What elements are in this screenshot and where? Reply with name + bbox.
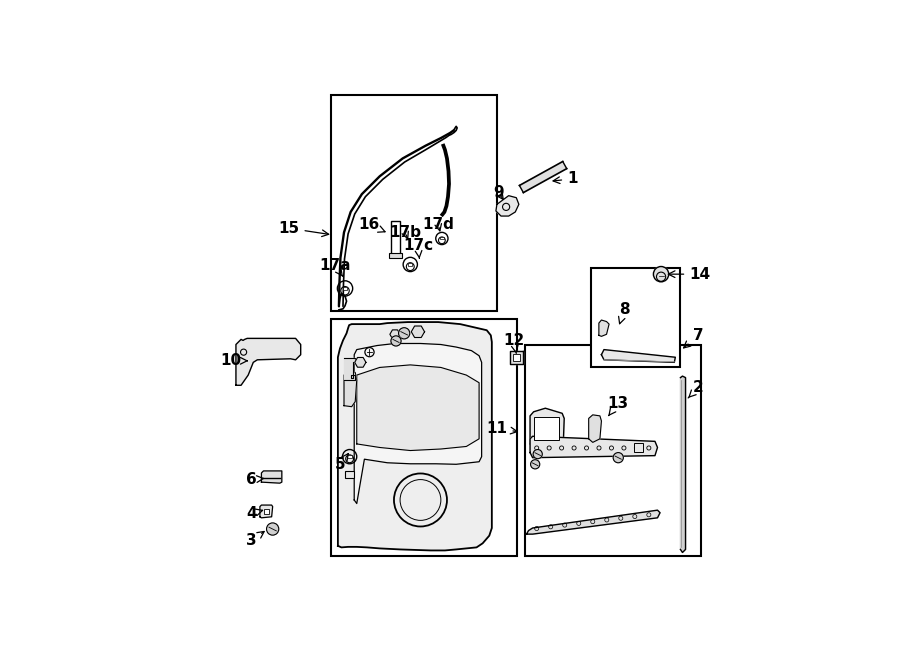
Bar (534, 418, 559, 440)
Polygon shape (390, 330, 400, 339)
Polygon shape (530, 436, 658, 457)
Polygon shape (680, 376, 686, 553)
Text: 2: 2 (688, 381, 704, 398)
Polygon shape (356, 365, 479, 451)
Circle shape (266, 523, 279, 535)
Text: 5: 5 (335, 453, 348, 472)
Bar (513, 354, 520, 361)
Polygon shape (601, 350, 675, 362)
Circle shape (531, 459, 540, 469)
Polygon shape (355, 344, 482, 504)
Bar (345, 471, 355, 478)
Text: 8: 8 (618, 303, 630, 324)
Text: 6: 6 (246, 472, 264, 487)
Bar (343, 287, 347, 289)
Polygon shape (589, 415, 601, 442)
Circle shape (399, 328, 410, 339)
Bar (634, 444, 643, 451)
Polygon shape (261, 471, 282, 483)
Bar (389, 253, 402, 258)
Text: 7: 7 (684, 328, 704, 348)
Circle shape (653, 267, 669, 282)
Text: 17b: 17b (389, 225, 421, 240)
Bar (591, 268, 680, 367)
Text: 11: 11 (486, 421, 518, 436)
Text: 15: 15 (278, 221, 328, 236)
Text: 17d: 17d (422, 217, 454, 232)
Text: 12: 12 (503, 333, 525, 354)
Circle shape (613, 453, 624, 463)
Bar (331, 95, 497, 311)
Polygon shape (530, 408, 564, 451)
Bar (525, 344, 701, 556)
Text: 1: 1 (554, 171, 578, 186)
Polygon shape (236, 338, 301, 385)
Polygon shape (344, 370, 356, 406)
Text: 4: 4 (246, 506, 263, 521)
Text: 9: 9 (493, 185, 504, 200)
Bar (391, 220, 401, 256)
Circle shape (533, 449, 543, 459)
Text: 3: 3 (246, 532, 265, 548)
Text: 10: 10 (220, 354, 248, 368)
Polygon shape (509, 351, 523, 363)
Polygon shape (344, 358, 356, 380)
Text: 13: 13 (608, 396, 629, 416)
Polygon shape (411, 326, 425, 338)
Polygon shape (526, 510, 660, 534)
Text: 14: 14 (669, 267, 710, 281)
Polygon shape (519, 162, 567, 193)
Polygon shape (338, 322, 491, 550)
Polygon shape (355, 357, 366, 367)
Circle shape (391, 336, 401, 346)
Polygon shape (496, 196, 519, 216)
Polygon shape (260, 505, 273, 518)
Text: 16: 16 (358, 217, 385, 232)
Text: 17a: 17a (320, 258, 351, 276)
Bar (408, 263, 412, 265)
Bar (347, 455, 352, 457)
Text: 17c: 17c (403, 238, 433, 258)
Bar (264, 508, 269, 514)
Bar (331, 319, 518, 556)
Polygon shape (598, 320, 609, 336)
Bar (440, 237, 444, 240)
